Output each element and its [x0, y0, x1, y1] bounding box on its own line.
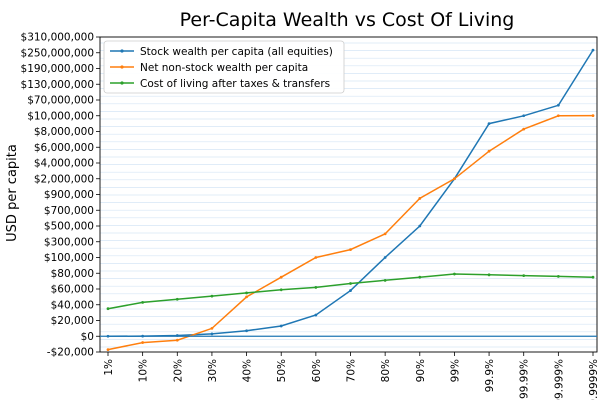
y-tick-label: $10,000,000 [27, 110, 94, 122]
x-tick-label: 30% [207, 359, 219, 382]
data-point [245, 295, 248, 299]
legend-marker [120, 49, 124, 53]
data-point [453, 272, 456, 276]
x-tick-label: 99.99% [519, 359, 531, 399]
y-tick-label: $60,000 [51, 284, 94, 296]
y-tick-label: $700,000 [44, 205, 94, 217]
data-point [349, 289, 352, 292]
data-point [210, 294, 214, 298]
data-point [418, 197, 422, 200]
data-point [106, 348, 110, 352]
x-tick-label: 90% [415, 359, 427, 382]
x-tick-label: 50% [276, 359, 288, 382]
x-tick-label: 99% [449, 359, 461, 382]
data-point [279, 324, 283, 328]
y-tick-label: $250,000,000 [21, 47, 94, 59]
legend-label: Stock wealth per capita (all equities) [140, 46, 333, 58]
axis-layer: -$20,000 $0 $20,000 $40,000 $60,000 $80,000 $1… [21, 32, 600, 404]
data-point [279, 288, 283, 292]
y-tick-label: $80,000 [51, 268, 94, 280]
y-tick-label: $8,000,000 [34, 126, 94, 138]
x-tick-label: 10% [138, 359, 150, 382]
x-tick-label: 1% [103, 359, 115, 376]
series-line [107, 114, 594, 351]
data-point [556, 114, 560, 118]
data-point [175, 297, 179, 301]
y-tick-label: $20,000 [51, 315, 94, 327]
x-tick-label: 99.9% [484, 359, 496, 392]
y-tick-label: $300,000 [44, 236, 94, 248]
y-tick-label: $500,000 [44, 221, 94, 233]
data-point [418, 275, 422, 279]
data-point [141, 341, 145, 344]
data-point [314, 313, 318, 317]
y-tick-label: $4,000,000 [34, 158, 94, 170]
y-tick-label: -$20,000 [47, 347, 94, 359]
y-tick-label: $0 [81, 331, 94, 343]
x-tick-label: 60% [311, 359, 323, 382]
data-point [522, 274, 526, 278]
legend-marker [120, 65, 124, 69]
data-point [453, 177, 456, 181]
data-point [210, 326, 214, 330]
data-point [522, 114, 526, 118]
x-tick-label: 80% [380, 359, 392, 382]
data-point [245, 291, 248, 295]
data-point [279, 275, 283, 279]
data-point [487, 122, 491, 126]
legend-marker [120, 81, 124, 85]
data-point [141, 300, 145, 304]
y-tick-label: $40,000 [51, 299, 94, 311]
x-tick-label: 70% [346, 359, 358, 382]
x-tick-label: 20% [172, 359, 184, 382]
series-layer [106, 48, 595, 352]
data-point [349, 282, 352, 285]
y-axis-label: USD per capita [5, 144, 20, 242]
data-point [522, 127, 526, 131]
data-point [383, 256, 387, 259]
y-tick-label: $130,000,000 [21, 79, 94, 91]
data-point [591, 48, 595, 52]
y-tick-label: $310,000,000 [21, 32, 94, 44]
data-point [383, 278, 387, 282]
data-point [175, 338, 179, 342]
data-point [245, 329, 248, 333]
legend: Stock wealth per capita (all equities) Ne… [103, 40, 345, 94]
data-point [314, 256, 318, 259]
data-point [487, 273, 491, 277]
y-tick-label: $6,000,000 [34, 142, 94, 154]
data-point [591, 114, 595, 118]
legend-label: Net non-stock wealth per capita [140, 62, 308, 74]
x-tick-label: 40% [242, 359, 254, 382]
y-tick-label: $100,000 [44, 252, 94, 264]
y-tick-label: $70,000,000 [27, 95, 94, 107]
y-tick-label: $2,000,000 [34, 173, 94, 185]
data-point [418, 224, 422, 228]
data-point [349, 248, 352, 252]
x-tick-label: 99.9999% [588, 359, 600, 400]
data-point [383, 232, 387, 236]
y-tick-label: $900,000 [44, 189, 94, 201]
legend-box [103, 40, 345, 94]
data-point [487, 149, 491, 153]
legend-label: Cost of living after taxes & transfers [140, 78, 330, 90]
data-point [591, 275, 595, 279]
data-point [210, 332, 214, 336]
data-point [314, 286, 318, 289]
data-point [106, 307, 110, 311]
data-point [556, 103, 560, 107]
chart-title: Per-Capita Wealth vs Cost Of Living [180, 9, 515, 31]
data-point [556, 275, 560, 278]
x-tick-label: 99.999% [553, 359, 565, 400]
y-tick-label: $190,000,000 [21, 63, 94, 75]
